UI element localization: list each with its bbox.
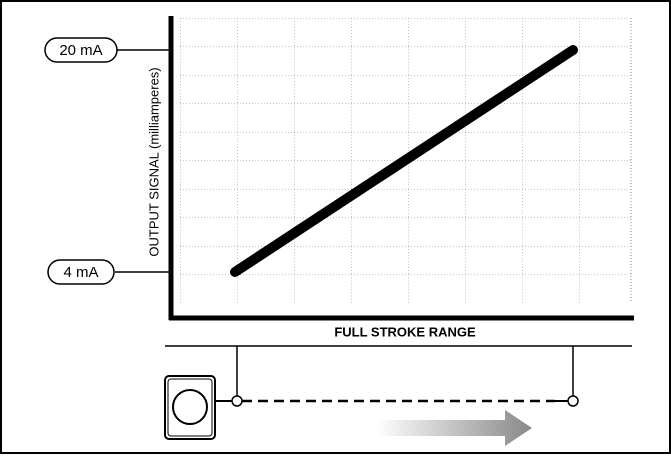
- x-axis-label: FULL STROKE RANGE: [334, 324, 476, 339]
- high-signal-label: 20 mA: [59, 42, 102, 59]
- diagram: 20 mA 4 mA OUTPUT SIGNAL (milliamperes) …: [0, 0, 671, 454]
- stroke-end: [568, 396, 578, 406]
- y-axis-label: OUTPUT SIGNAL (milliamperes): [146, 67, 161, 256]
- stroke-end: [232, 396, 242, 406]
- low-signal-label: 4 mA: [63, 264, 98, 281]
- transmitter-dial: [173, 390, 207, 424]
